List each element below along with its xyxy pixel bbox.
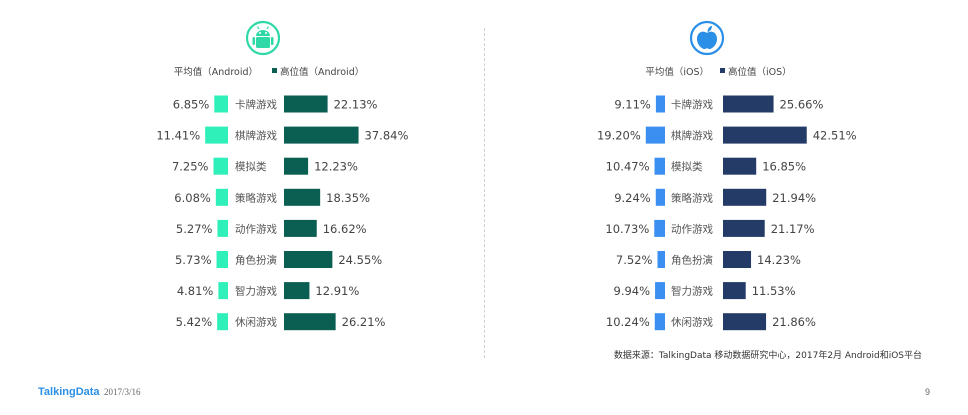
category-label: 角色扮演 xyxy=(235,254,277,267)
value-label-average: 7.52% xyxy=(616,253,653,267)
category-label: 休闲游戏 xyxy=(671,316,713,329)
bar-high xyxy=(723,219,765,237)
value-label-average: 9.94% xyxy=(614,284,651,298)
value-label-average: 5.27% xyxy=(176,222,213,236)
android-icon xyxy=(245,20,281,56)
apple-icon xyxy=(689,20,725,56)
value-label-high: 11.53% xyxy=(752,284,796,298)
legend-label-high: 高位值（Android） xyxy=(280,66,364,78)
value-label-high: 26.21% xyxy=(342,315,386,329)
value-label-high: 42.51% xyxy=(813,129,857,143)
value-label-high: 21.86% xyxy=(772,315,816,329)
bar-high xyxy=(284,126,359,144)
value-label-average: 4.81% xyxy=(177,284,214,298)
bar-high xyxy=(723,95,774,113)
bar-average xyxy=(205,126,228,144)
bar-average xyxy=(213,157,228,175)
bar-high xyxy=(723,313,767,331)
page-number: 9 xyxy=(924,387,930,397)
bar-high xyxy=(723,188,767,206)
value-label-high: 25.66% xyxy=(780,98,824,112)
bar-high xyxy=(284,282,310,300)
category-label: 模拟类 xyxy=(671,160,703,173)
legend-label-average: 平均值（iOS） xyxy=(645,66,709,78)
category-label: 智力游戏 xyxy=(671,285,713,298)
category-label: 休闲游戏 xyxy=(235,316,277,329)
value-label-high: 21.17% xyxy=(771,222,815,236)
category-label: 棋牌游戏 xyxy=(235,129,277,142)
value-label-high: 22.13% xyxy=(334,98,378,112)
value-label-high: 21.94% xyxy=(772,191,816,205)
value-label-average: 9.24% xyxy=(614,191,651,205)
value-label-high: 37.84% xyxy=(365,129,409,143)
value-label-average: 6.08% xyxy=(174,191,211,205)
value-label-average: 7.25% xyxy=(172,160,209,174)
category-label: 动作游戏 xyxy=(235,222,277,235)
bar-average xyxy=(654,313,665,331)
value-label-average: 11.41% xyxy=(156,129,200,143)
bar-average xyxy=(214,95,228,113)
value-label-high: 14.23% xyxy=(757,253,801,267)
value-label-high: 12.91% xyxy=(315,284,359,298)
bar-average xyxy=(215,188,228,206)
bar-high xyxy=(284,188,321,206)
value-label-average: 5.42% xyxy=(176,315,213,329)
bar-high xyxy=(723,282,746,300)
bar-average xyxy=(654,219,665,237)
android-chart: 平均值（Android） 高位值（Android） 6.85% 卡牌游戏 22.13% 1… xyxy=(156,20,409,331)
bar-average xyxy=(216,251,228,268)
bar-high xyxy=(284,313,336,331)
legend-label-average: 平均值（Android） xyxy=(174,66,258,78)
value-label-high: 12.23% xyxy=(314,160,358,174)
category-label: 智力游戏 xyxy=(235,285,277,298)
footer-date: 2017/3/16 xyxy=(104,387,141,397)
bar-average xyxy=(655,282,665,300)
bar-high xyxy=(284,219,317,237)
ios-chart: 平均值（iOS） 高位值（iOS） 9.11% 卡牌游戏 25.66% 19.20% 棋牌游… xyxy=(597,20,857,331)
legend-swatch-high xyxy=(720,68,725,73)
value-label-average: 10.24% xyxy=(606,315,650,329)
category-label: 模拟类 xyxy=(235,160,267,173)
category-label: 棋牌游戏 xyxy=(671,129,713,142)
value-label-average: 6.85% xyxy=(173,98,210,112)
category-label: 卡牌游戏 xyxy=(235,98,277,111)
bar-average xyxy=(657,251,665,268)
value-label-average: 5.73% xyxy=(175,253,212,267)
bar-high xyxy=(723,157,757,175)
bar-high xyxy=(284,95,328,113)
bar-high xyxy=(723,251,752,268)
bar-average xyxy=(217,313,228,331)
value-label-high: 18.35% xyxy=(326,191,370,205)
bar-average xyxy=(654,157,665,175)
bar-high xyxy=(723,126,807,144)
value-label-high: 16.62% xyxy=(323,222,367,236)
category-label: 角色扮演 xyxy=(671,254,713,267)
bar-average xyxy=(645,126,665,144)
bar-average xyxy=(217,219,228,237)
value-label-average: 10.47% xyxy=(606,160,650,174)
bar-high xyxy=(284,157,309,175)
value-label-high: 16.85% xyxy=(762,160,806,174)
brand-logo: TalkingData xyxy=(38,386,100,398)
value-label-high: 24.55% xyxy=(338,253,382,267)
bar-average xyxy=(655,95,665,113)
category-label: 动作游戏 xyxy=(671,222,713,235)
value-label-average: 9.11% xyxy=(614,98,651,112)
value-label-average: 19.20% xyxy=(597,129,641,143)
category-label: 策略游戏 xyxy=(671,191,713,204)
category-label: 卡牌游戏 xyxy=(671,98,713,111)
category-label: 策略游戏 xyxy=(235,191,277,204)
panel-divider xyxy=(484,28,485,358)
bar-average xyxy=(655,188,665,206)
bar-high xyxy=(284,251,333,268)
legend-swatch-high xyxy=(272,68,277,73)
value-label-average: 10.73% xyxy=(605,222,649,236)
data-source-note: 数据来源：TalkingData 移动数据研究中心，2017年2月 Androi… xyxy=(613,351,922,361)
legend-label-high: 高位值（iOS） xyxy=(728,66,792,78)
bar-average xyxy=(218,282,228,300)
